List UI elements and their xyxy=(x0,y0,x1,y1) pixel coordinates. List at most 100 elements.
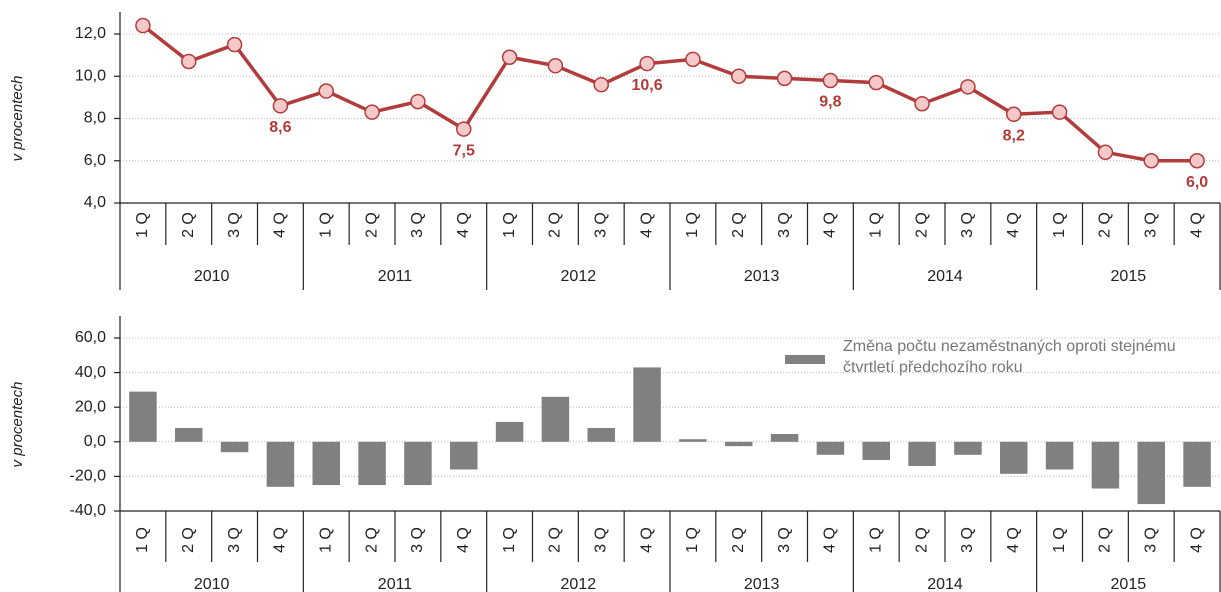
x-tick-label: 3 Q xyxy=(959,527,976,553)
bar xyxy=(541,396,570,442)
x-group-label: 2011 xyxy=(378,268,413,285)
x-tick-label: 3 Q xyxy=(409,212,426,238)
x-tick-label: 2 Q xyxy=(547,527,564,553)
x-tick-label: 3 Q xyxy=(776,212,793,238)
marker xyxy=(914,95,930,112)
data-label: 8,2 xyxy=(1003,127,1025,144)
marker xyxy=(822,72,839,89)
x-tick-label: 2 Q xyxy=(363,527,380,553)
x-tick-label: 1 Q xyxy=(501,527,518,553)
marker xyxy=(1097,144,1114,161)
data-label: 8,6 xyxy=(269,119,291,136)
x-tick-label: 3 Q xyxy=(592,212,609,238)
x-tick-label: 2 Q xyxy=(1097,527,1114,553)
marker xyxy=(181,53,197,70)
x-group-label: 2010 xyxy=(194,268,230,285)
bar xyxy=(1000,441,1028,474)
legend-swatch xyxy=(785,355,825,364)
x-tick-label: 2 Q xyxy=(547,212,564,238)
marker xyxy=(410,93,426,110)
marker xyxy=(547,57,564,74)
marker xyxy=(135,17,151,34)
x-tick-label: 4 Q xyxy=(822,527,839,553)
x-tick-label: 4 Q xyxy=(638,527,655,553)
x-tick-label: 1 Q xyxy=(1051,527,1068,553)
y-tick-label: 12,0 xyxy=(75,25,106,42)
bar xyxy=(725,441,753,447)
line xyxy=(141,24,1198,163)
x-tick-label: 4 Q xyxy=(455,212,472,238)
x-group-label: 2012 xyxy=(561,268,597,285)
marker xyxy=(868,74,884,91)
x-tick-label: 4 Q xyxy=(272,212,289,238)
x-tick-label: 3 Q xyxy=(776,527,793,553)
x-tick-label: 2 Q xyxy=(363,212,380,238)
bar xyxy=(129,391,157,442)
x-tick-label: 1 Q xyxy=(867,212,884,238)
x-tick-label: 4 Q xyxy=(638,212,655,238)
x-tick-label: 3 Q xyxy=(1142,527,1159,553)
bar xyxy=(679,439,707,442)
bar xyxy=(587,427,615,442)
x-group-label: 2014 xyxy=(927,268,963,285)
marker xyxy=(456,121,472,137)
bar xyxy=(770,434,799,442)
bar xyxy=(633,367,661,442)
bar xyxy=(220,441,249,453)
x-tick-label: 3 Q xyxy=(409,527,426,553)
x-tick-label: 1 Q xyxy=(317,527,334,553)
marker xyxy=(364,104,380,120)
x-tick-label: 1 Q xyxy=(684,527,701,553)
y-tick-label: 10,0 xyxy=(75,67,106,84)
x-group-label: 2010 xyxy=(194,576,230,592)
x-tick-label: 4 Q xyxy=(272,527,289,553)
x-tick-label: 1 Q xyxy=(867,527,884,553)
marker xyxy=(1189,153,1205,169)
x-tick-label: 3 Q xyxy=(226,527,243,553)
bar xyxy=(1045,441,1074,470)
x-tick-label: 2 Q xyxy=(180,212,197,238)
x-tick-label: 2 Q xyxy=(1097,212,1114,238)
bar xyxy=(1137,441,1165,505)
y-tick-label: 60,0 xyxy=(75,329,106,346)
y-tick-label: 8,0 xyxy=(84,110,106,127)
x-tick-label: 3 Q xyxy=(592,527,609,553)
marker xyxy=(685,51,701,68)
x-tick-label: 1 Q xyxy=(134,212,151,238)
bar xyxy=(1183,441,1211,487)
x-tick-label: 4 Q xyxy=(455,527,472,553)
bar xyxy=(450,441,478,470)
x-tick-label: 4 Q xyxy=(1188,527,1205,553)
marker xyxy=(226,36,243,53)
x-tick-label: 4 Q xyxy=(1005,527,1022,553)
marker xyxy=(731,68,747,84)
x-tick-label: 1 Q xyxy=(684,212,701,238)
x-tick-label: 3 Q xyxy=(959,212,976,238)
x-group-label: 2013 xyxy=(744,268,780,285)
marker xyxy=(272,98,289,114)
bar xyxy=(266,441,295,487)
bar xyxy=(954,441,982,455)
bar xyxy=(816,441,845,455)
bar xyxy=(404,441,432,486)
y-tick-label: 0,0 xyxy=(84,433,106,450)
y-axis-label: v procentech xyxy=(9,382,26,468)
bar xyxy=(175,427,203,442)
data-label: 6,0 xyxy=(1186,174,1208,191)
legend-label: Změna počtu nezaměstnaných oproti stejné… xyxy=(843,338,1176,376)
x-tick-label: 2 Q xyxy=(180,527,197,553)
x-tick-label: 4 Q xyxy=(1005,212,1022,238)
marker xyxy=(776,70,793,87)
marker xyxy=(639,55,655,72)
data-label: 10,6 xyxy=(632,77,663,94)
data-label: 9,8 xyxy=(819,94,841,111)
x-group-label: 2013 xyxy=(744,576,780,592)
x-group-label: 2012 xyxy=(561,576,597,592)
x-tick-label: 2 Q xyxy=(913,212,930,238)
legend: Změna počtu nezaměstnaných oproti stejné… xyxy=(843,338,1176,376)
data-label: 7,5 xyxy=(453,142,475,159)
bar xyxy=(908,441,936,467)
x-tick-label: 3 Q xyxy=(1142,212,1159,238)
x-group-label: 2014 xyxy=(927,576,963,592)
y-tick-label: 20,0 xyxy=(75,398,106,415)
